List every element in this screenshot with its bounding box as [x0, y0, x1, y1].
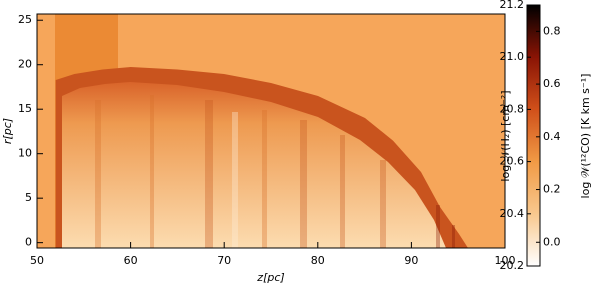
colorbar-label-2: log 𝒲(¹²CO) [K km s⁻¹] [579, 74, 592, 199]
colorbar-tick-label: 20.4 [500, 207, 525, 220]
y-tick-label: 10 [18, 147, 32, 160]
colorbar-tick-label: 20.2 [500, 259, 525, 272]
x-tick-label: 50 [30, 254, 44, 267]
y-tick-label: 20 [18, 58, 32, 71]
x-tick-label: 90 [404, 254, 418, 267]
stripes [95, 95, 455, 248]
colorbar-tick-label-2: 0.6 [543, 77, 561, 90]
y-tick-label: 25 [18, 13, 32, 26]
y-axis-label: r[pc] [1, 118, 14, 144]
colorbar-tick-label-2: 0.2 [543, 183, 561, 196]
cloud-interior [62, 82, 446, 248]
map [37, 14, 505, 248]
y-tick-label: 5 [25, 191, 32, 204]
x-tick-label: 80 [311, 254, 325, 267]
x-tick-label: 70 [217, 254, 231, 267]
colorbar-label: log 𝒩(H₂) [cm⁻²] [499, 90, 512, 181]
colorbar-tick-label-2: 0.4 [543, 130, 561, 143]
x-tick-label: 100 [495, 254, 516, 267]
colorbar [526, 4, 541, 267]
colorbar-tick-label-2: 0.0 [543, 235, 561, 248]
y-tick-label: 0 [25, 236, 32, 249]
colorbar-tick-label: 20.8 [500, 102, 525, 115]
colorbar-tick-label: 20.6 [500, 155, 525, 168]
x-axis-label: z[pc] [256, 271, 284, 284]
x-tick-label: 60 [124, 254, 138, 267]
colorbar-tick-label: 21.0 [500, 50, 525, 63]
plot-frame [36, 13, 506, 249]
colorbar-tick-label-2: 0.8 [543, 24, 561, 37]
y-tick-label: 15 [18, 102, 32, 115]
colorbar-tick-label: 21.2 [500, 0, 525, 11]
